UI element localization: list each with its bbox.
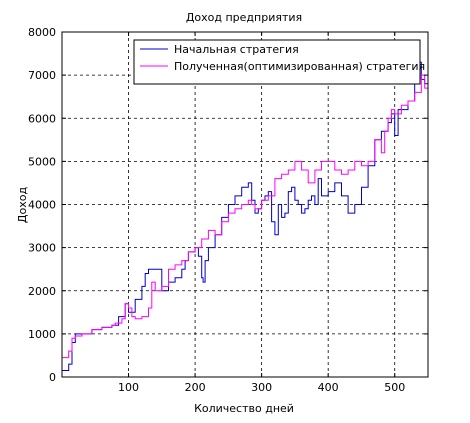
series-line-2 [62, 74, 428, 359]
y-tick-label: 0 [49, 371, 56, 384]
series-line-1 [62, 61, 428, 371]
x-tick-label: 400 [318, 381, 339, 394]
y-axis-label: Доход [16, 187, 29, 224]
x-tick-label: 300 [251, 381, 272, 394]
legend-label: Полученная(оптимизированная) стратегия [174, 60, 425, 73]
x-tick-label: 500 [384, 381, 405, 394]
y-tick-label: 3000 [28, 242, 56, 255]
y-tick-label: 7000 [28, 69, 56, 82]
y-tick-label: 1000 [28, 328, 56, 341]
legend: Начальная стратегия Полученная(оптимизиро… [133, 39, 425, 85]
chart-title: Доход предприятия [186, 11, 302, 24]
y-tick-label: 8000 [28, 26, 56, 39]
x-tick-label: 200 [185, 381, 206, 394]
x-tick-label: 100 [118, 381, 139, 394]
x-axis-label: Количество дней [194, 402, 294, 415]
x-axis: 100 200 300 400 500 [118, 32, 405, 394]
y-tick-label: 2000 [28, 285, 56, 298]
y-axis: 0 1000 2000 3000 4000 5000 6000 7000 8000 [28, 26, 428, 384]
y-tick-label: 6000 [28, 112, 56, 125]
legend-label: Начальная стратегия [174, 43, 299, 56]
y-tick-label: 4000 [28, 199, 56, 212]
legend-box [133, 39, 421, 85]
y-tick-label: 5000 [28, 155, 56, 168]
series-layer [62, 61, 428, 371]
